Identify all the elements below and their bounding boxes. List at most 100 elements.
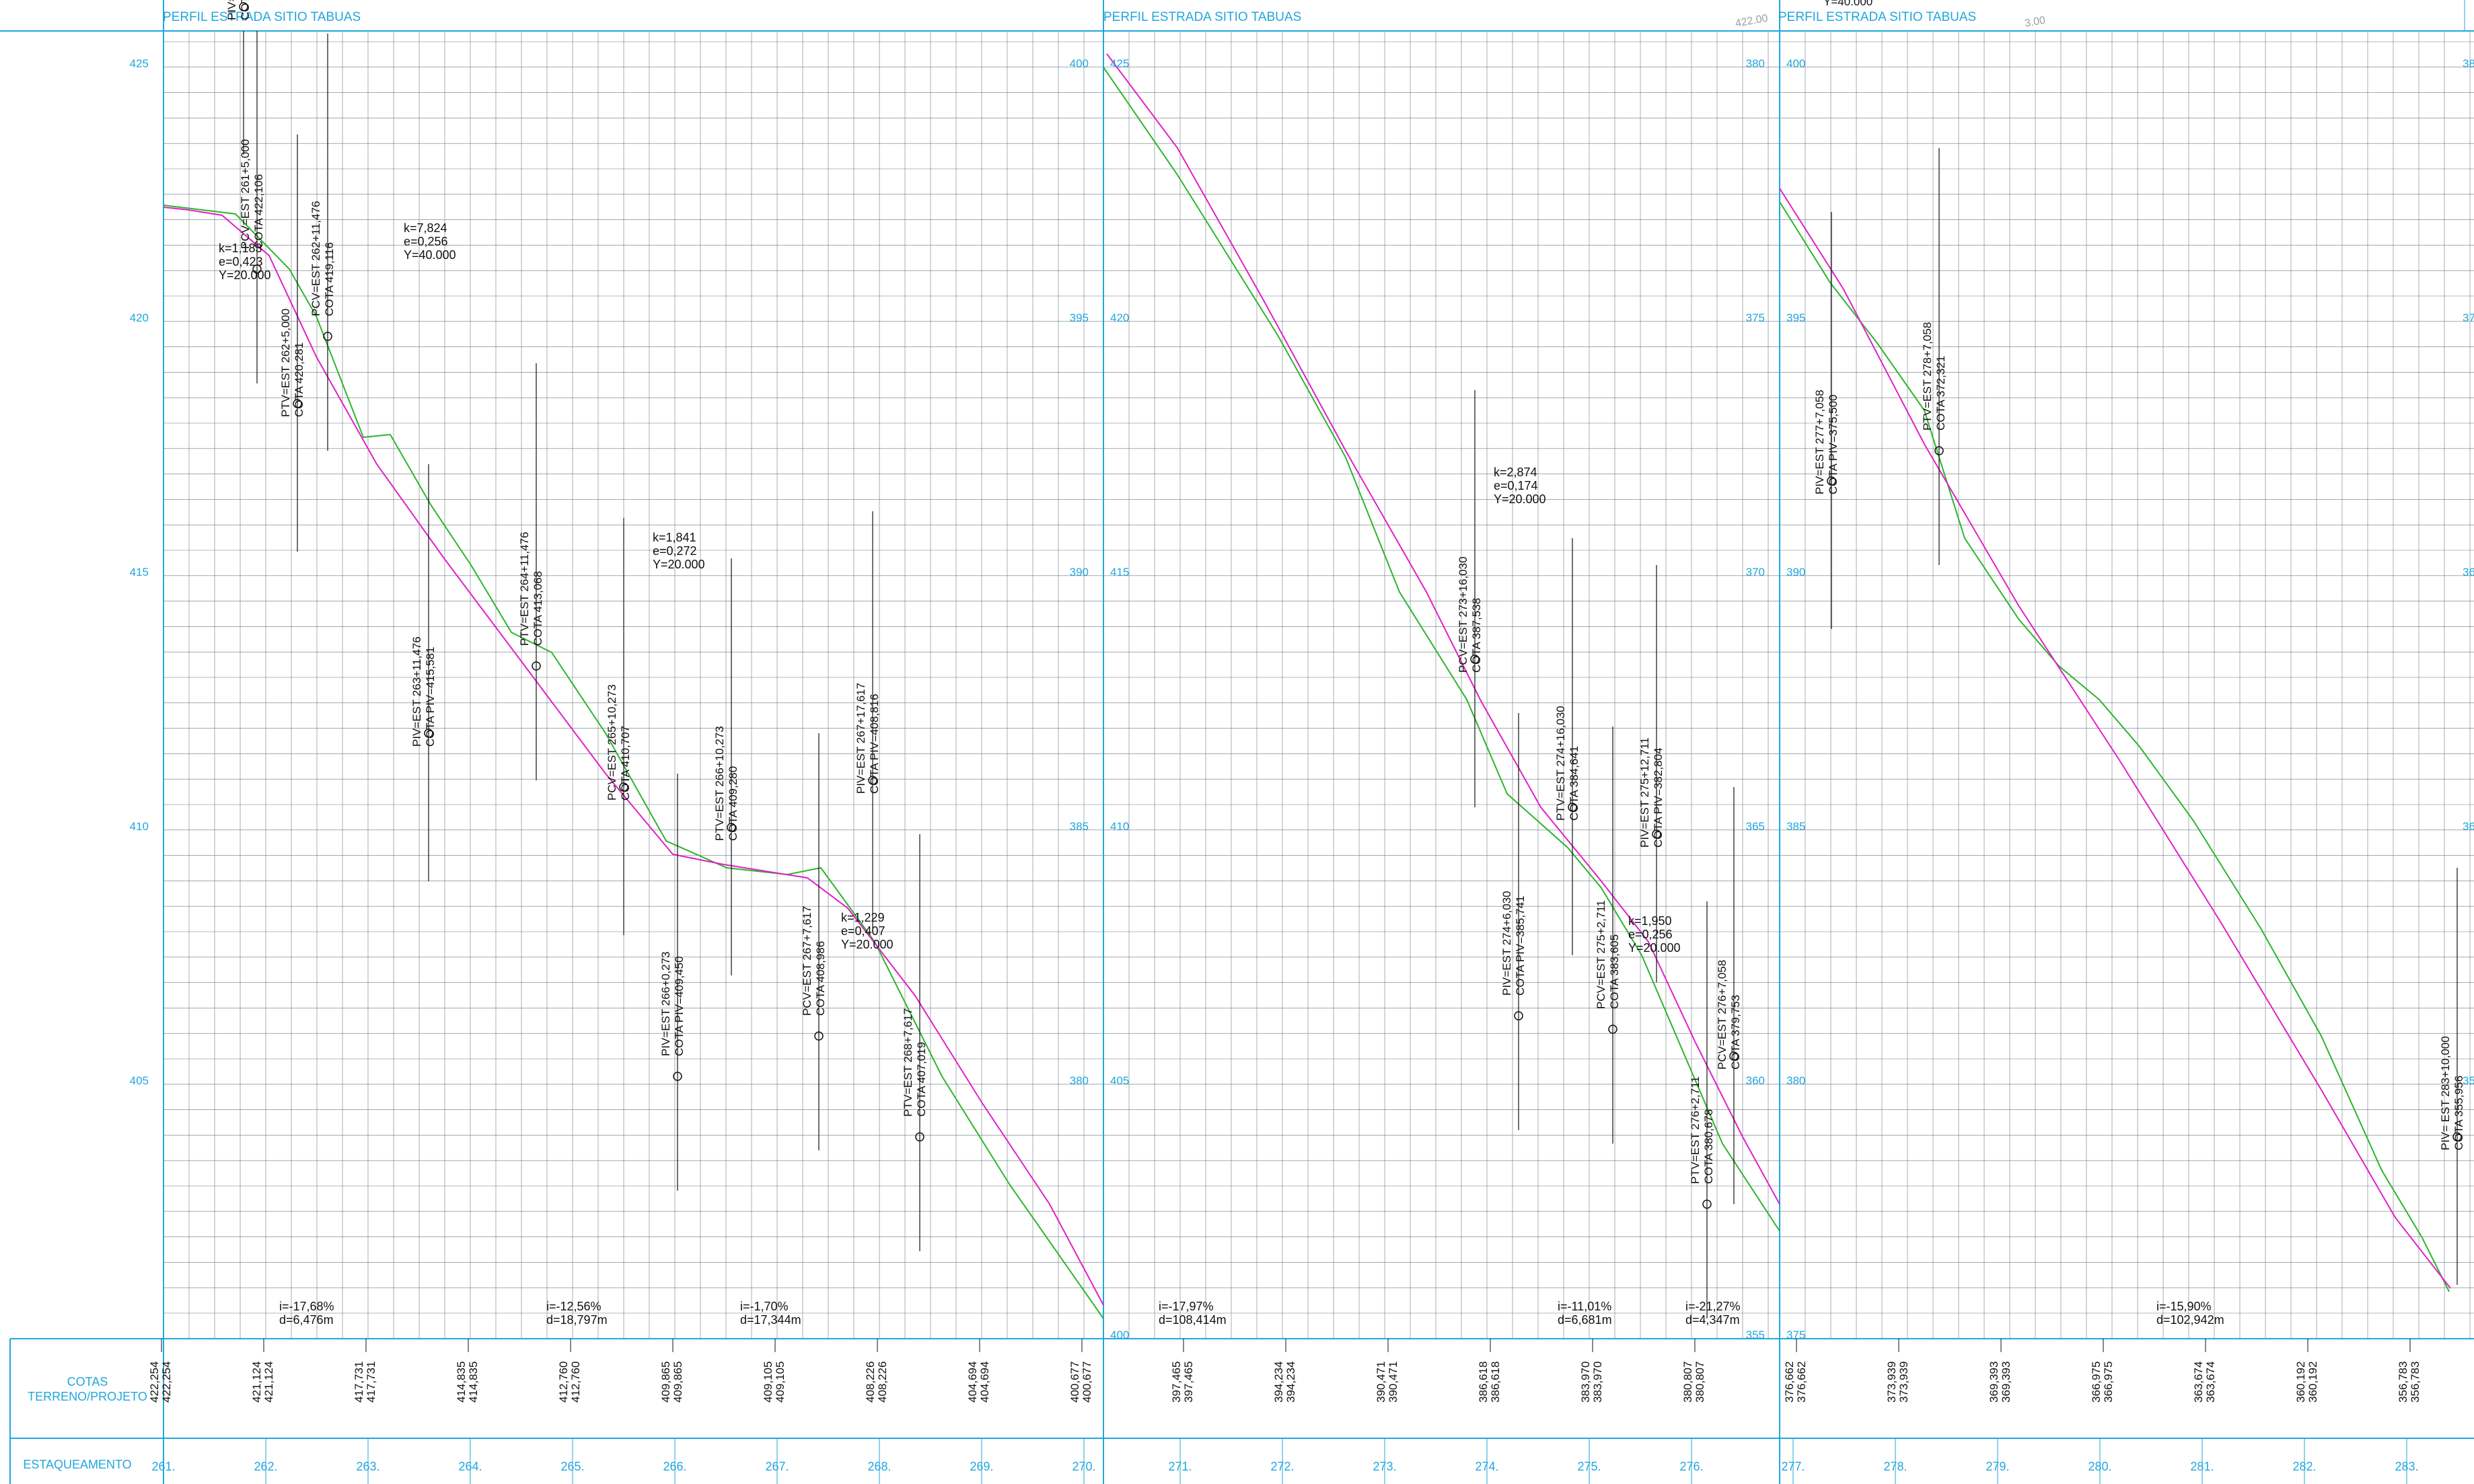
station-marker — [1568, 803, 1577, 812]
grade-info: d=108,414m — [1159, 1313, 1227, 1327]
cota-value: 360,192 — [2294, 1362, 2307, 1403]
vertical-annotation: COTA 413,068 — [532, 571, 544, 646]
vertical-annotation: PIV=EST 261+15,000 — [225, 0, 238, 20]
elevation-label-far: 37 — [2463, 311, 2474, 324]
cota-value: 422,254 — [160, 1362, 173, 1403]
station-marker — [293, 399, 302, 408]
elevation-label: 405 — [130, 1074, 149, 1087]
station-marker — [239, 2, 248, 11]
station-label: 279. — [1986, 1460, 2009, 1473]
station-marker — [323, 332, 332, 341]
station-label: 267. — [765, 1460, 789, 1473]
elevation-label-far: 36 — [2463, 820, 2474, 833]
cota-value: 414,835 — [455, 1362, 468, 1403]
station-marker — [2452, 1132, 2462, 1142]
vertical-annotation: COTA PIV=422,029 — [239, 0, 252, 20]
elevation-label-right: 415 — [1110, 566, 1129, 579]
station-label: 265. — [560, 1460, 584, 1473]
leader-lines — [161, 2, 2462, 1352]
station-label: 277. — [1781, 1460, 1805, 1473]
elevation-label-right: 385 — [1786, 820, 1805, 833]
station-label: 278. — [1883, 1460, 1907, 1473]
cota-value: 360,192 — [2306, 1362, 2319, 1403]
vertical-annotation: COTA PIV=408,816 — [868, 694, 881, 794]
vertical-annotation: PCV=EST 267+7,617 — [801, 906, 813, 1016]
cota-value: 414,835 — [467, 1362, 480, 1403]
cota-value: 390,471 — [1387, 1362, 1399, 1403]
elevation-label: 390 — [1070, 566, 1089, 579]
grade-info: i=-21,27% — [1685, 1300, 1741, 1313]
vertical-annotation: COTA 409,280 — [727, 766, 739, 841]
vertical-annotation: COTA 355,956 — [2452, 1076, 2465, 1150]
cota-value: 417,731 — [365, 1362, 377, 1403]
cota-value: 394,234 — [1272, 1362, 1285, 1403]
vertical-annotation: PTV=EST 276+2,711 — [1689, 1076, 1702, 1184]
elevation-label: 370 — [1746, 566, 1765, 579]
station-marker — [1514, 1011, 1523, 1021]
vertical-annotation: PIV=EST 277+7,058 — [1813, 389, 1826, 494]
station-marker — [252, 264, 262, 274]
station-marker — [1702, 1199, 1712, 1209]
top-fragment: 3.00 — [2024, 15, 2047, 30]
station-label: 268. — [867, 1460, 891, 1473]
station-label: 274. — [1475, 1460, 1498, 1473]
grade-info: i=-17,97% — [1159, 1300, 1214, 1313]
cota-value: 366,975 — [2102, 1362, 2115, 1403]
station-label: 266. — [663, 1460, 686, 1473]
cota-value: 363,674 — [2204, 1362, 2217, 1403]
station-label: 271. — [1168, 1460, 1192, 1473]
panel-title: PERFIL ESTRADA SITIO TABUAS — [163, 10, 361, 24]
cota-value: 363,674 — [2192, 1362, 2205, 1403]
curve-parameters: Y=20.000 — [841, 938, 894, 951]
row-label-estaqueamento: ESTAQUEAMENTO — [23, 1458, 131, 1471]
curve-parameters: k=1,950 — [1628, 914, 1672, 928]
grade-info: d=6,681m — [1558, 1313, 1612, 1327]
terrain-line — [1103, 67, 1780, 1232]
elevation-label: 400 — [1070, 57, 1089, 70]
vertical-annotation: PIV=EST 266+0,273 — [659, 951, 672, 1056]
row-label-terreno-projeto: TERRENO/PROJETO — [28, 1390, 147, 1403]
station-marker — [1827, 476, 1836, 486]
panel-title: PERFIL ESTRADA SITIO TABUAS — [1778, 10, 1976, 24]
design-grade-line — [1106, 53, 1780, 1205]
curve-parameters: Y=20.000 — [219, 268, 271, 282]
vertical-annotation: PTV=EST 278+7,058 — [1921, 322, 1934, 431]
station-marker — [1729, 1051, 1739, 1061]
vertical-annotation: COTA PIV=382,804 — [1652, 747, 1665, 848]
station-marker — [727, 823, 736, 832]
station-marker — [1470, 655, 1480, 664]
elevation-label-far: 38 — [2463, 57, 2474, 70]
elevation-label-right: 380 — [1786, 1074, 1805, 1087]
profile-lines — [163, 53, 2451, 1319]
cota-value: 409,105 — [762, 1362, 774, 1403]
curve-parameters: k=1,841 — [653, 531, 696, 544]
cota-value: 417,731 — [353, 1362, 365, 1403]
elevation-label: 420 — [130, 311, 149, 324]
station-marker — [915, 1132, 924, 1142]
vertical-annotation: COTA 387,538 — [1470, 598, 1483, 673]
grade-info: d=102,942m — [2156, 1313, 2224, 1327]
vertical-annotation: COTA PIV=409,450 — [673, 956, 686, 1056]
cota-value: 376,662 — [1783, 1362, 1796, 1403]
station-label: 275. — [1577, 1460, 1601, 1473]
cota-value: 421,124 — [262, 1362, 275, 1403]
elevation-label: 395 — [1070, 311, 1089, 324]
station-label: 276. — [1679, 1460, 1703, 1473]
vertical-annotation: PIV=EST 275+12,711 — [1638, 737, 1651, 848]
elevation-label-right: 375 — [1786, 1329, 1805, 1341]
cota-value: 390,471 — [1375, 1362, 1387, 1403]
station-label: 283. — [2395, 1460, 2418, 1473]
vertical-annotation: COTA 422,106 — [252, 174, 265, 249]
station-label: 261. — [151, 1460, 175, 1473]
top-note: Y=40.000 — [1823, 0, 1872, 8]
station-label: 281. — [2190, 1460, 2214, 1473]
vertical-annotation: COTA 384,641 — [1568, 746, 1580, 821]
curve-parameters: k=1,229 — [841, 911, 885, 924]
vertical-annotation: PTV=EST 274+16,030 — [1554, 706, 1567, 821]
vertical-annotation: PCV=EST 276+7,058 — [1716, 960, 1729, 1070]
cota-value: 404,694 — [966, 1362, 979, 1403]
elevation-label-right: 405 — [1110, 1074, 1129, 1087]
vertical-annotation: COTA 407,019 — [915, 1042, 928, 1117]
station-marker — [532, 661, 541, 671]
